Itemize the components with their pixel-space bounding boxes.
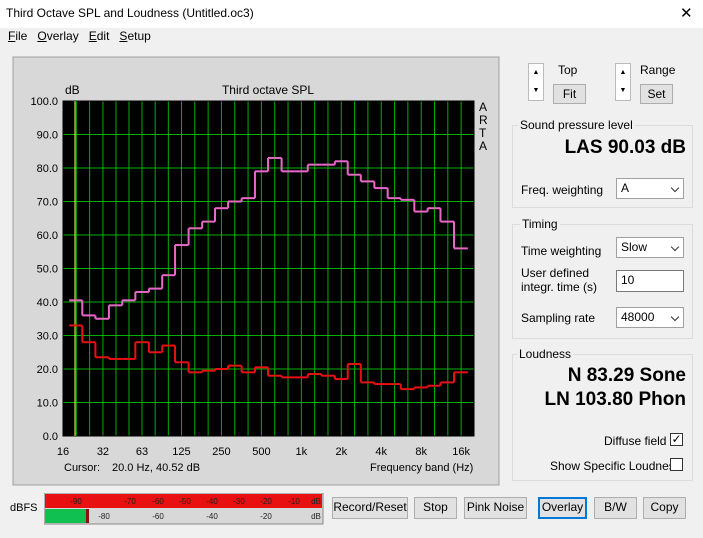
sampling-rate-label: Sampling rate	[521, 311, 596, 325]
y-tick-label: 50.0	[37, 264, 58, 276]
meter-scale-label: -60	[152, 497, 164, 506]
show-specific-label: Show Specific Loudness	[550, 459, 681, 473]
spl-reading: LAS 90.03 dB	[564, 137, 686, 158]
chart: Third octave SPL dB Cursor: 20.0 Hz, 40.…	[12, 56, 500, 486]
range-spinner[interactable]: ▲ ▼	[615, 63, 631, 101]
title-bar: Third Octave SPL and Loudness (Untitled.…	[0, 0, 703, 28]
x-tick-label: 4k	[375, 446, 387, 458]
meter-scale-label: -30	[233, 497, 245, 506]
freq-weighting-select[interactable]: A	[616, 178, 684, 199]
action-button[interactable]: Overlay	[538, 497, 587, 519]
timing-group	[512, 224, 693, 339]
meter-scale-label: -70	[124, 497, 136, 506]
cursor-label: Cursor:	[64, 462, 100, 474]
fit-button[interactable]: Fit	[553, 84, 586, 104]
plot-frame	[62, 100, 475, 437]
range-label: Range	[640, 63, 676, 77]
sampling-rate-select[interactable]: 48000	[616, 307, 684, 328]
meter-scale-label: -40	[206, 497, 218, 506]
x-tick-label: 63	[136, 446, 148, 458]
x-tick-label: 32	[97, 446, 109, 458]
meter-scale-label: -90	[70, 497, 82, 506]
x-axis-label: Frequency band (Hz)	[370, 462, 473, 474]
action-button[interactable]: B/W	[594, 497, 637, 519]
diffuse-field-label: Diffuse field	[604, 434, 667, 448]
x-tick-label: 1k	[296, 446, 308, 458]
y-tick-label: 100.0	[30, 96, 58, 108]
x-tick-label: 500	[252, 446, 270, 458]
cursor-value: 20.0 Hz, 40.52 dB	[112, 462, 200, 474]
peak-bar	[45, 494, 322, 508]
top-label: Top	[558, 63, 578, 77]
meter-scale-label: -60	[152, 512, 164, 521]
meter-scale-label: dB	[311, 497, 321, 506]
x-tick-label: 2k	[335, 446, 347, 458]
watermark: ARTA	[479, 100, 488, 153]
y-tick-label: 30.0	[37, 331, 58, 343]
meter-label: dBFS	[10, 502, 38, 514]
y-tick-label: 80.0	[37, 163, 58, 175]
loudness-phon: LN 103.80 Phon	[544, 389, 687, 410]
window-title: Third Octave SPL and Loudness (Untitled.…	[6, 6, 254, 20]
show-specific-checkbox[interactable]	[670, 458, 683, 471]
y-tick-label: 0.0	[43, 431, 58, 443]
menu-bar: File Overlay Edit Setup	[8, 29, 161, 43]
chart-title: Third octave SPL	[222, 83, 314, 97]
action-button[interactable]: Pink Noise	[464, 497, 527, 519]
integr-time-input[interactable]: 10	[616, 270, 684, 292]
close-button[interactable]: ✕	[680, 5, 693, 22]
spl-heading: Sound pressure level	[518, 118, 635, 132]
menu-item[interactable]: Overlay	[37, 29, 79, 43]
action-button[interactable]: Record/Reset	[332, 497, 408, 519]
time-weighting-label: Time weighting	[521, 244, 602, 258]
set-button[interactable]: Set	[640, 84, 673, 104]
y-tick-label: 40.0	[37, 297, 58, 309]
action-button[interactable]: Stop	[414, 497, 457, 519]
meter-scale-label: -50	[179, 497, 191, 506]
x-tick-label: 125	[172, 446, 190, 458]
loudness-sone: N 83.29 Sone	[567, 365, 686, 386]
freq-weighting-label: Freq. weighting	[521, 183, 604, 197]
menu-item[interactable]: Setup	[119, 29, 151, 43]
meter-scale-label: -20	[260, 512, 272, 521]
y-tick-label: 10.0	[37, 398, 58, 410]
meter-scale-label: dB	[311, 512, 321, 521]
meter-scale-label: -10	[288, 497, 300, 506]
meter-scale-label: -40	[206, 512, 218, 521]
top-spinner[interactable]: ▲ ▼	[528, 63, 544, 101]
y-tick-label: 20.0	[37, 364, 58, 376]
meter-scale-label: -80	[98, 512, 110, 521]
loudness-heading: Loudness	[517, 347, 574, 361]
timing-heading: Timing	[520, 217, 560, 231]
x-tick-label: 16	[57, 446, 69, 458]
y-tick-label: 90.0	[37, 130, 58, 142]
y-axis-label: dB	[65, 83, 80, 97]
menu-item[interactable]: File	[8, 29, 28, 43]
integr-time-label: User defined integr. time (s)	[521, 266, 598, 294]
level-meter: -90 -70 -60 -50 -40 -30 -20 -10 dB -80 -60 -40 -20 dB	[44, 493, 324, 525]
loudness-group	[512, 354, 693, 481]
x-tick-label: 8k	[415, 446, 427, 458]
x-tick-label: 16k	[452, 446, 470, 458]
y-tick-label: 60.0	[37, 230, 58, 242]
action-button[interactable]: Copy	[643, 497, 686, 519]
time-weighting-select[interactable]: Slow	[616, 237, 684, 258]
meter-scale-label: -20	[260, 497, 272, 506]
x-tick-label: 250	[212, 446, 230, 458]
y-tick-label: 70.0	[37, 197, 58, 209]
level-bar	[45, 509, 86, 523]
level-peak-marker	[86, 509, 89, 523]
diffuse-field-checkbox[interactable]: ✓	[670, 432, 683, 446]
menu-item[interactable]: Edit	[88, 29, 110, 43]
